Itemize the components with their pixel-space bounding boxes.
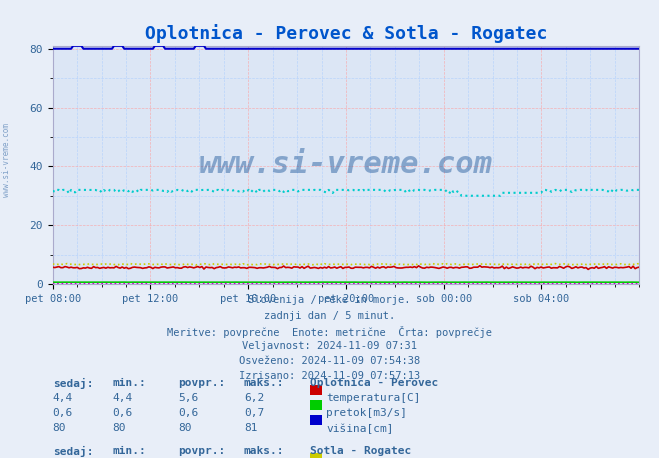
Text: 81: 81 — [244, 423, 257, 433]
Text: min.:: min.: — [112, 378, 146, 388]
Text: maks.:: maks.: — [244, 446, 284, 456]
Text: sedaj:: sedaj: — [53, 378, 93, 389]
Text: 5,6: 5,6 — [178, 393, 198, 403]
Text: maks.:: maks.: — [244, 378, 284, 388]
Text: zadnji dan / 5 minut.: zadnji dan / 5 minut. — [264, 311, 395, 321]
Text: Osveženo: 2024-11-09 07:54:38: Osveženo: 2024-11-09 07:54:38 — [239, 356, 420, 366]
Text: Izrisano: 2024-11-09 07:57:13: Izrisano: 2024-11-09 07:57:13 — [239, 371, 420, 381]
Text: 0,6: 0,6 — [112, 408, 132, 418]
Text: Meritve: povprečne  Enote: metrične  Črta: povprečje: Meritve: povprečne Enote: metrične Črta:… — [167, 326, 492, 338]
Title: Oplotnica - Perovec & Sotla - Rogatec: Oplotnica - Perovec & Sotla - Rogatec — [145, 24, 547, 43]
Text: www.si-vreme.com: www.si-vreme.com — [199, 150, 493, 180]
Text: 0,7: 0,7 — [244, 408, 264, 418]
Text: Slovenija / reke in morje.: Slovenija / reke in morje. — [248, 295, 411, 305]
Text: Veljavnost: 2024-11-09 07:31: Veljavnost: 2024-11-09 07:31 — [242, 341, 417, 351]
Text: povpr.:: povpr.: — [178, 446, 225, 456]
Text: 4,4: 4,4 — [53, 393, 73, 403]
Text: 80: 80 — [53, 423, 66, 433]
Text: Sotla - Rogatec: Sotla - Rogatec — [310, 446, 411, 456]
Text: sedaj:: sedaj: — [53, 446, 93, 457]
Text: temperatura[C]: temperatura[C] — [326, 393, 420, 403]
Text: 0,6: 0,6 — [53, 408, 73, 418]
Text: 6,2: 6,2 — [244, 393, 264, 403]
Text: 80: 80 — [112, 423, 125, 433]
Text: povpr.:: povpr.: — [178, 378, 225, 388]
Text: Oplotnica - Perovec: Oplotnica - Perovec — [310, 378, 438, 388]
Text: 4,4: 4,4 — [112, 393, 132, 403]
Text: višina[cm]: višina[cm] — [326, 423, 393, 434]
Text: min.:: min.: — [112, 446, 146, 456]
Text: www.si-vreme.com: www.si-vreme.com — [2, 123, 11, 197]
Text: 0,6: 0,6 — [178, 408, 198, 418]
Text: 80: 80 — [178, 423, 191, 433]
Text: pretok[m3/s]: pretok[m3/s] — [326, 408, 407, 418]
